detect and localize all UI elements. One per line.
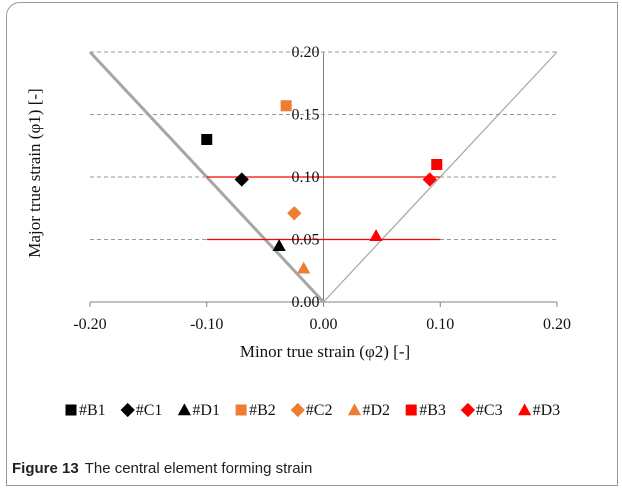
legend: #B1 #C1 #D1 #B2 #C2 #D2 #B3 #C3 #D3 [65, 402, 560, 419]
y-tick-label-1: 0.05 [292, 232, 320, 249]
figure-caption-text: The central element forming strain [84, 460, 313, 477]
legend-item-b1: #B1 [65, 402, 106, 419]
legend-marker-d1 [177, 403, 191, 416]
y-tick-label-3: 0.15 [292, 107, 320, 124]
x-tick-label-3: 0.10 [426, 316, 454, 333]
legend-label-b3: #B3 [419, 402, 446, 419]
legend-marker-b1 [65, 404, 77, 416]
x-tick-label-1: -0.10 [190, 316, 223, 333]
legend-item-b2: #B2 [235, 402, 276, 419]
y-axis-title: Major true strain (φ1) [-] [25, 88, 44, 257]
point-c1-0 [234, 172, 249, 187]
legend-item-c1: #C1 [120, 402, 163, 419]
legend-item-c3: #C3 [460, 402, 503, 419]
legend-marker-d2 [347, 403, 362, 416]
legend-marker-c1 [120, 402, 135, 418]
point-c3-0 [422, 172, 437, 187]
legend-marker-c3 [460, 402, 476, 418]
point-d2-0 [297, 261, 311, 274]
legend-marker-d3 [518, 403, 532, 416]
legend-label-d2: #D2 [363, 402, 391, 419]
legend-marker-c2 [290, 402, 305, 418]
legend-label-d3: #D3 [533, 402, 561, 419]
legend-label-d1: #D1 [192, 402, 220, 419]
legend-item-c2: #C2 [290, 402, 333, 419]
legend-label-b2: #B2 [249, 402, 276, 419]
legend-label-b1: #B1 [79, 402, 106, 419]
x-axis-title: Minor true strain (φ2) [-] [240, 342, 410, 361]
point-b3-0 [431, 159, 443, 170]
legend-label-c1: #C1 [136, 402, 163, 419]
tick-labels: 0.00 0.05 0.10 0.15 0.20 -0.20 -0.10 0.00 0.10 0.… [73, 44, 571, 333]
legend-item-d2: #D2 [347, 402, 391, 419]
legend-item-d1: #D1 [177, 402, 220, 419]
axes [89, 52, 558, 307]
scatter-chart: 0.00 0.05 0.10 0.15 0.20 -0.20 -0.10 0.00 0.10 0.… [25, 44, 571, 419]
y-tick-label-0: 0.00 [292, 294, 320, 311]
point-b1-0 [201, 134, 213, 145]
data-points [201, 100, 443, 274]
legend-label-c2: #C2 [306, 402, 333, 419]
figure-label: Figure 13 [12, 460, 79, 477]
y-tick-label-2: 0.10 [292, 169, 320, 186]
legend-marker-b3 [405, 404, 417, 416]
legend-label-c3: #C3 [476, 402, 503, 419]
point-c2-0 [287, 206, 302, 221]
point-d3-0 [369, 229, 383, 242]
x-tick-label-2: 0.00 [310, 316, 338, 333]
point-d1-0 [272, 239, 286, 252]
legend-item-b3: #B3 [405, 402, 446, 419]
legend-marker-b2 [235, 404, 247, 416]
x-tick-label-4: 0.20 [543, 316, 571, 333]
x-tick-label-0: -0.20 [73, 316, 106, 333]
figure-frame [6, 2, 618, 486]
figure-caption: Figure 13 The central element forming str… [12, 460, 312, 477]
point-b2-0 [280, 100, 292, 112]
y-tick-label-4: 0.20 [292, 44, 320, 61]
legend-item-d3: #D3 [518, 402, 560, 419]
